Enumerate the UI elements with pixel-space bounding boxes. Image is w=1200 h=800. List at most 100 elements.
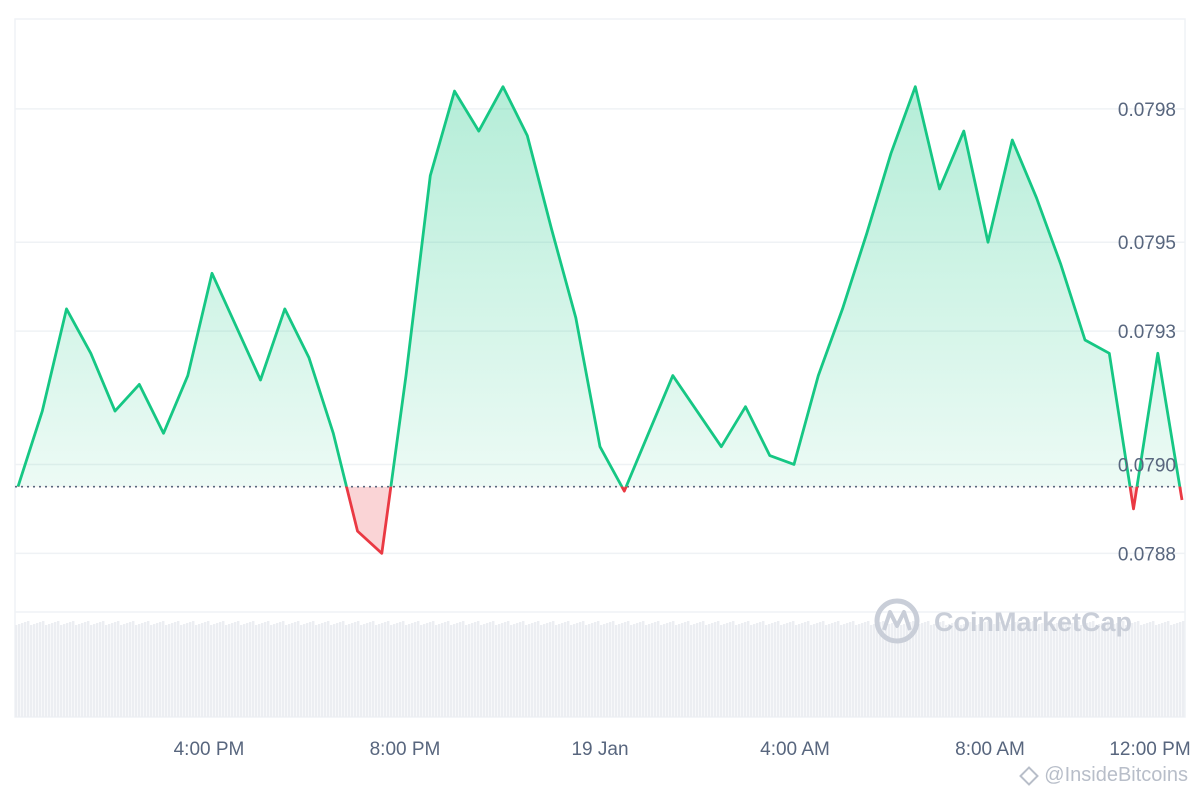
volume-bar — [222, 621, 225, 717]
volume-bar — [408, 624, 411, 717]
volume-bar — [768, 624, 771, 717]
volume-bar — [339, 622, 342, 717]
volume-bar — [534, 622, 537, 717]
volume-bar — [201, 623, 204, 717]
volume-bar — [1032, 621, 1035, 717]
volume-bar — [561, 623, 564, 717]
price-area-up — [18, 86, 1180, 487]
volume-bar — [1071, 623, 1074, 717]
volume-bar — [1017, 621, 1020, 717]
volume-bar — [213, 624, 216, 717]
volume-bar — [1080, 625, 1083, 717]
volume-bar — [819, 622, 822, 717]
volume-bar — [882, 621, 885, 717]
volume-bar — [537, 621, 540, 717]
y-tick-label: 0.0793 — [1118, 322, 1176, 343]
volume-bar — [360, 625, 363, 717]
volume-bar — [969, 622, 972, 717]
volume-bar — [249, 622, 252, 717]
volume-bar — [75, 625, 78, 717]
volume-bar — [981, 623, 984, 717]
volume-bar — [705, 625, 708, 717]
volume-bar — [270, 625, 273, 717]
volume-bar — [462, 621, 465, 717]
volume-bar — [1056, 623, 1059, 717]
volume-bar — [999, 622, 1002, 717]
volume-bar — [1134, 622, 1137, 717]
volume-bar — [780, 625, 783, 717]
volume-bar — [921, 623, 924, 717]
volume-bar — [1038, 624, 1041, 717]
volume-bar — [1086, 623, 1089, 717]
volume-bar — [897, 621, 900, 717]
y-tick-label: 0.0788 — [1118, 544, 1176, 565]
volume-bar — [1146, 623, 1149, 717]
volume-bar — [204, 622, 207, 717]
volume-bar — [867, 621, 870, 717]
volume-bar — [525, 625, 528, 717]
volume-bar — [915, 625, 918, 717]
volume-bar — [132, 621, 135, 717]
volume-bar — [123, 624, 126, 717]
volume-bar — [726, 623, 729, 717]
volume-bar — [117, 621, 120, 717]
volume-bar — [711, 623, 714, 717]
volume-bar — [195, 625, 198, 717]
volume-bar — [924, 622, 927, 717]
coinmarketcap-logo-icon — [874, 598, 920, 644]
volume-bar — [174, 622, 177, 717]
volume-bar — [960, 625, 963, 717]
volume-bar — [84, 622, 87, 717]
volume-bar — [849, 622, 852, 717]
volume-bar — [258, 624, 261, 717]
volume-bar — [1023, 624, 1026, 717]
volume-bar — [417, 621, 420, 717]
volume-bar — [870, 625, 873, 717]
volume-bar — [951, 623, 954, 717]
volume-bar — [687, 621, 690, 717]
x-tick-label: 8:00 AM — [955, 739, 1025, 760]
volume-bar — [1182, 621, 1185, 717]
volume-bar — [315, 625, 318, 717]
volume-bar — [894, 622, 897, 717]
volume-bar — [930, 625, 933, 717]
volume-bar — [690, 625, 693, 717]
volume-bar — [636, 623, 639, 717]
volume-bar — [837, 621, 840, 717]
volume-bar — [675, 625, 678, 717]
volume-bar — [828, 624, 831, 717]
volume-bar — [165, 625, 168, 717]
volume-bar — [465, 625, 468, 717]
volume-bar — [24, 622, 27, 717]
volume-bar — [1179, 622, 1182, 717]
volume-bar — [570, 625, 573, 717]
volume-bar — [390, 625, 393, 717]
volume-bar — [792, 621, 795, 717]
volume-bar — [855, 625, 858, 717]
volume-bar — [1161, 623, 1164, 717]
volume-bar — [645, 625, 648, 717]
volume-bar — [87, 621, 90, 717]
volume-bar — [342, 621, 345, 717]
volume-bar — [861, 623, 864, 717]
volume-bar — [21, 623, 24, 717]
volume-bar — [264, 622, 267, 717]
volume-bar — [171, 623, 174, 717]
volume-bar — [1014, 622, 1017, 717]
volume-bar — [1059, 622, 1062, 717]
volume-bar — [363, 624, 366, 717]
volume-bar — [579, 622, 582, 717]
volume-bar — [63, 624, 66, 717]
credit-label: @InsideBitcoins — [1019, 764, 1188, 787]
volume-bar — [357, 621, 360, 717]
volume-bar — [720, 625, 723, 717]
volume-bar — [435, 625, 438, 717]
volume-bar — [1053, 624, 1056, 717]
volume-bar — [345, 625, 348, 717]
volume-bar — [903, 624, 906, 717]
volume-bar — [543, 624, 546, 717]
volume-bar — [1011, 623, 1014, 717]
volume-bar — [936, 623, 939, 717]
volume-bar — [957, 621, 960, 717]
volume-bar — [681, 623, 684, 717]
